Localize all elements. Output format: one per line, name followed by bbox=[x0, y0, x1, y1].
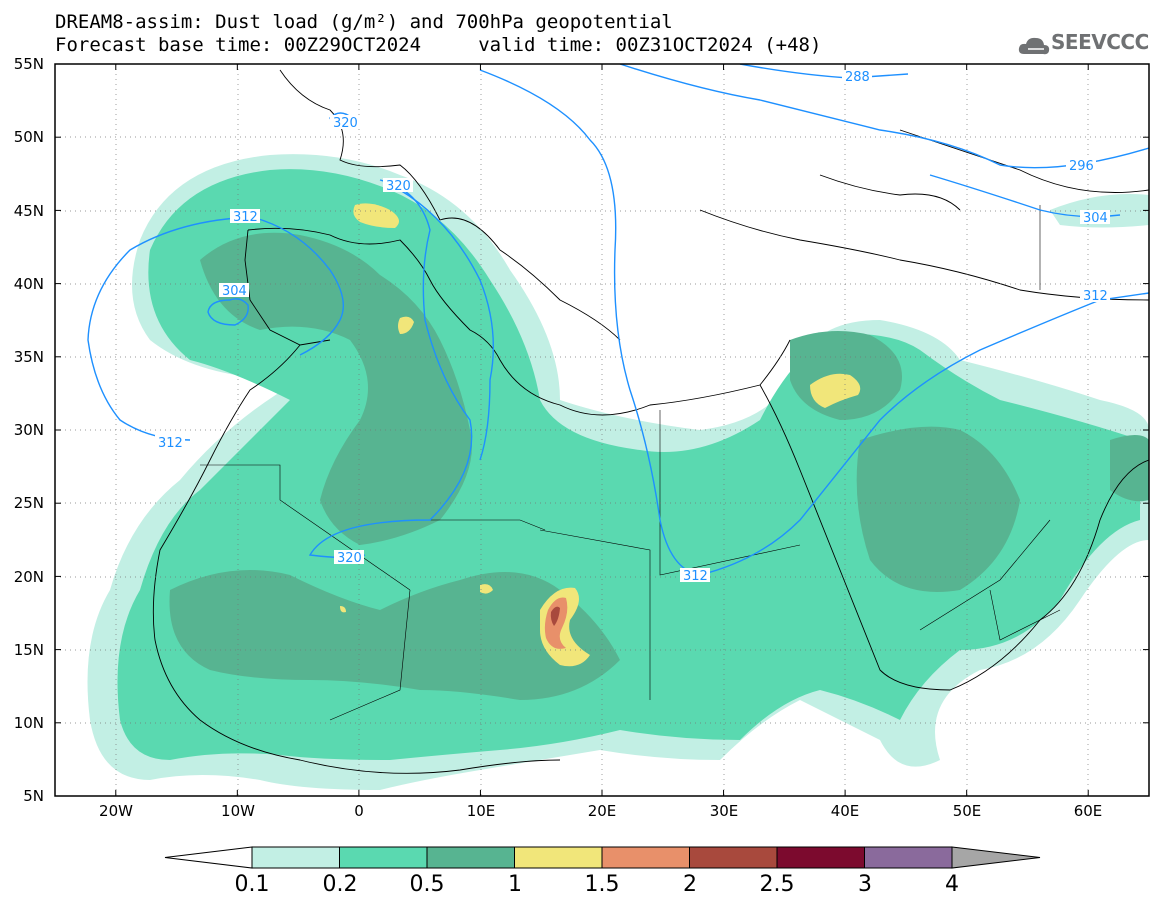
contour-label-312: 312 bbox=[1083, 289, 1108, 304]
geopotential-contours bbox=[87, 64, 1149, 576]
contour-label-304: 304 bbox=[1083, 211, 1108, 226]
colorbar-swatch bbox=[689, 846, 778, 869]
lon-label-40e: 40E bbox=[830, 802, 860, 820]
colorbar-swatch bbox=[339, 846, 428, 869]
contour-label-312: 312 bbox=[158, 436, 183, 451]
colorbar-swatch bbox=[514, 846, 603, 869]
colorbar bbox=[164, 846, 1041, 869]
dust-level-0.5 bbox=[169, 232, 1149, 700]
colorbar-label: 0.1 bbox=[234, 872, 270, 897]
contour-label-304: 304 bbox=[222, 284, 247, 299]
contour-label-320: 320 bbox=[333, 116, 358, 131]
lat-label-15n: 15N bbox=[13, 641, 44, 659]
lat-label-30n: 30N bbox=[13, 421, 44, 439]
contour-label-312: 312 bbox=[233, 210, 258, 225]
lat-label-20n: 20N bbox=[13, 568, 44, 586]
colorbar-swatch bbox=[426, 846, 515, 869]
lat-label-55n: 55N bbox=[13, 55, 44, 73]
lat-label-40n: 40N bbox=[13, 275, 44, 293]
contour-label-296: 296 bbox=[1069, 159, 1094, 174]
lat-label-45n: 45N bbox=[13, 202, 44, 220]
lon-label-10w: 10W bbox=[221, 802, 255, 820]
colorbar-label: 1 bbox=[508, 872, 522, 897]
colorbar-label: 2 bbox=[683, 872, 697, 897]
lat-label-50n: 50N bbox=[13, 128, 44, 146]
lon-label-50e: 50E bbox=[952, 802, 982, 820]
lat-label-5n: 5N bbox=[23, 787, 44, 805]
colorbar-swatch bbox=[776, 846, 865, 869]
lon-label-60e: 60E bbox=[1073, 802, 1103, 820]
lat-label-35n: 35N bbox=[13, 348, 44, 366]
dust-level-2 bbox=[550, 606, 560, 626]
colorbar-under-triangle bbox=[164, 846, 253, 869]
contour-labels: 288 296 304 312 312 312 312 320 320 320 … bbox=[155, 69, 1110, 584]
colorbar-label: 3 bbox=[858, 872, 872, 897]
lon-label-0: 0 bbox=[354, 802, 364, 820]
coastlines bbox=[152, 69, 1149, 774]
lon-label-20e: 20E bbox=[587, 802, 617, 820]
contour-label-320: 320 bbox=[386, 179, 411, 194]
lat-label-10n: 10N bbox=[13, 714, 44, 732]
map-title: DREAM8-assim: Dust load (g/m²) and 700hP… bbox=[55, 11, 673, 33]
colorbar-over-triangle bbox=[951, 846, 1041, 869]
colorbar-swatch bbox=[601, 846, 690, 869]
colorbar-label: 4 bbox=[945, 872, 959, 897]
lon-label-20w: 20W bbox=[99, 802, 133, 820]
lon-label-30e: 30E bbox=[709, 802, 739, 820]
colorbar-label: 1.5 bbox=[584, 872, 620, 897]
contour-label-288: 288 bbox=[845, 70, 870, 85]
contour-label-320: 320 bbox=[337, 551, 362, 566]
axis-ticks bbox=[55, 64, 1149, 796]
lat-label-25n: 25N bbox=[13, 494, 44, 512]
contour-label-312: 312 bbox=[683, 569, 708, 584]
colorbar-label: 0.5 bbox=[409, 872, 445, 897]
cloud-icon bbox=[1018, 37, 1050, 55]
graticule bbox=[55, 64, 1149, 796]
map-subtitle: Forecast base time: 00Z29OCT2024 valid t… bbox=[55, 34, 822, 56]
colorbar-swatch bbox=[251, 846, 340, 869]
colorbar-label: 2.5 bbox=[759, 872, 795, 897]
colorbar-swatch bbox=[864, 846, 953, 869]
colorbar-label: 0.2 bbox=[322, 872, 358, 897]
map-field: 288 296 304 312 312 312 312 320 320 320 … bbox=[55, 64, 1149, 796]
dust-level-1.5 bbox=[544, 597, 568, 649]
lon-label-10e: 10E bbox=[466, 802, 496, 820]
brand-logo-text: SEEVCCC bbox=[1051, 30, 1149, 54]
